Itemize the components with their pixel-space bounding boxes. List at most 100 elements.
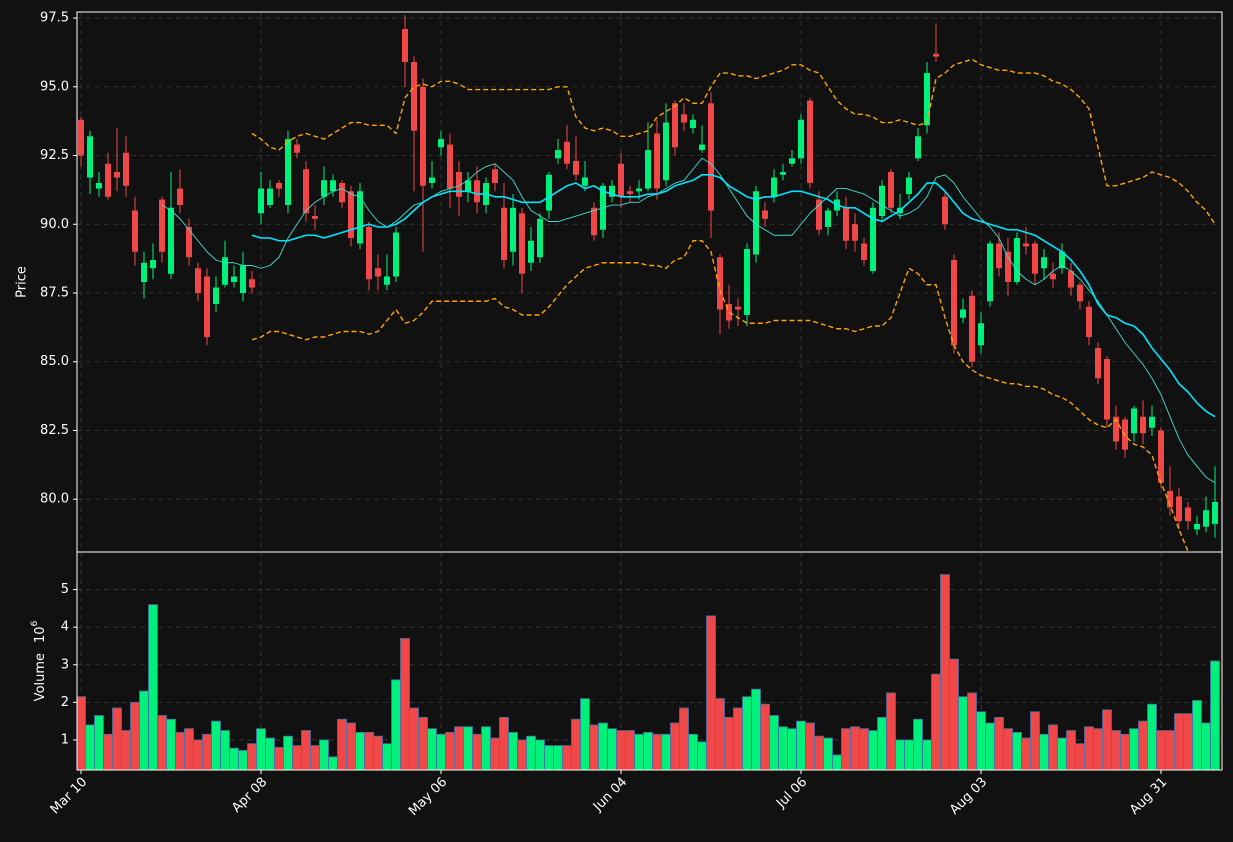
candle-body (735, 306, 741, 310)
candle-body (276, 183, 282, 189)
volume-bar (328, 756, 338, 770)
volume-bar (1138, 720, 1148, 770)
volume-bar (1201, 722, 1211, 770)
overlay-line (161, 157, 1216, 484)
volume-bar (769, 715, 779, 770)
volume-bar (301, 730, 311, 770)
candle-body (339, 183, 345, 203)
candle-body (1005, 251, 1011, 282)
candle-body (1203, 510, 1209, 527)
volume-bar (121, 730, 131, 770)
volume-axis-label: Volume 106 (30, 620, 48, 701)
candle-body (393, 232, 399, 277)
volume-label-text: Volume (33, 653, 48, 701)
volume-bar (904, 739, 914, 770)
volume-bar (1102, 709, 1112, 770)
candle-body (1023, 243, 1029, 247)
volume-bar (130, 701, 140, 770)
volume-bar (445, 732, 455, 770)
volume-bar (166, 718, 176, 770)
volume-bar (364, 732, 374, 770)
volume-bar (823, 737, 833, 770)
candle-body (168, 207, 174, 274)
volume-bar (220, 730, 230, 770)
candle-body (402, 29, 408, 63)
candle-body (1050, 273, 1056, 280)
volume-bar (913, 718, 923, 770)
candle-body (762, 210, 768, 219)
candle-body (753, 191, 759, 255)
volume-frame (76, 551, 1223, 771)
candle-body (555, 150, 561, 159)
candle-body (141, 262, 147, 282)
volume-bar (1129, 728, 1139, 770)
candle-body (1095, 347, 1101, 379)
offset-exponent: 6 (30, 620, 40, 626)
volume-bar (985, 722, 995, 770)
candle-body (492, 169, 498, 184)
candle-body (690, 119, 696, 129)
offset-base: 10 (33, 626, 48, 643)
volume-bar (706, 615, 716, 770)
volume-bar (1003, 728, 1013, 770)
volume-bar (553, 745, 563, 770)
volume-bar (409, 707, 419, 770)
y-tick-label: 85.0 (40, 354, 69, 369)
candle-body (285, 139, 291, 206)
candle-body (546, 174, 552, 211)
candle-body (573, 161, 579, 175)
volume-bar (139, 690, 149, 770)
volume-bar (1093, 728, 1103, 770)
candle-body (1131, 408, 1137, 434)
volume-bar (724, 716, 734, 770)
volume-bar (481, 726, 491, 770)
volume-bar (175, 732, 185, 770)
volume-bar (490, 737, 500, 770)
candle-body (924, 73, 930, 126)
candle-body (357, 191, 363, 244)
candle-body (672, 103, 678, 148)
volume-bar (787, 728, 797, 770)
volume-bar (616, 730, 626, 770)
candle-body (222, 257, 228, 285)
volume-bar (517, 739, 527, 770)
volume-bar (238, 750, 248, 770)
candle-body (807, 100, 813, 184)
volume-bar (202, 733, 212, 770)
candle-body (312, 216, 318, 219)
volume-bar (1030, 711, 1040, 770)
y-tick-label: 1 (61, 732, 69, 747)
candle-body (906, 177, 912, 195)
candle-body (645, 150, 651, 189)
candle-body (1212, 501, 1218, 524)
candle-body (114, 172, 120, 178)
candle-body (969, 295, 975, 362)
y-tick-label: 82.5 (40, 423, 69, 438)
volume-bar (355, 732, 365, 770)
candle-body (456, 172, 462, 197)
volume-bar (310, 745, 320, 770)
candle-body (942, 196, 948, 225)
volume-bar (1165, 730, 1175, 770)
volume-bar (859, 728, 869, 770)
candle-body (798, 119, 804, 159)
volume-bar (1057, 737, 1067, 770)
volume-bar (1084, 726, 1094, 770)
volume-bar (499, 716, 509, 770)
volume-bar (1192, 700, 1202, 770)
candle-body (870, 207, 876, 272)
y-tick-label: 5 (61, 582, 69, 597)
volume-bar (1210, 660, 1220, 770)
candle-body (303, 169, 309, 214)
candle-body (231, 276, 237, 282)
volume-bar (976, 711, 986, 770)
volume-bar (400, 638, 410, 770)
candle-body (510, 207, 516, 252)
volume-bar (148, 604, 158, 770)
volume-bar (850, 726, 860, 770)
candle-body (789, 158, 795, 164)
candle-body (537, 218, 543, 258)
volume-bar (1147, 703, 1157, 770)
volume-bar (391, 679, 401, 770)
